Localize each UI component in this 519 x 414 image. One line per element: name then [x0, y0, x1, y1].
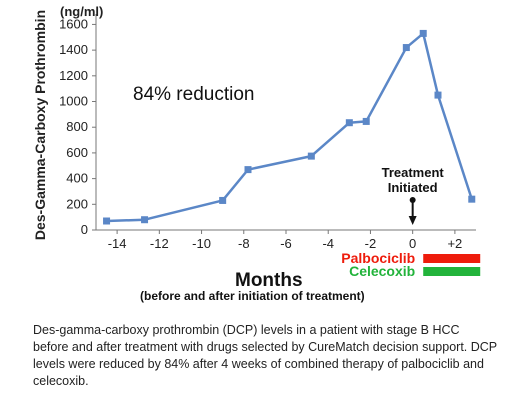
dcp-data-point	[307, 152, 315, 160]
dcp-data-point	[402, 44, 410, 52]
y-tick-label: 600	[66, 145, 88, 160]
x-tick-label: -12	[150, 236, 169, 251]
x-axis-subtitle: (before and after initiation of treatmen…	[140, 289, 365, 303]
dcp-data-point	[362, 117, 370, 125]
treatment-label: Celecoxib	[349, 263, 415, 279]
x-tick-label: +2	[447, 236, 462, 251]
x-axis-title: Months	[235, 270, 303, 291]
y-tick-label: 400	[66, 171, 88, 186]
treatment-duration-bar	[423, 267, 481, 276]
x-tick-label: -8	[238, 236, 250, 251]
x-tick-label: 0	[409, 236, 416, 251]
y-tick-label: 800	[66, 119, 88, 134]
x-tick-label: -4	[322, 236, 334, 251]
x-tick-label: -14	[108, 236, 127, 251]
x-tick-label: -2	[365, 236, 377, 251]
y-unit-label: (ng/ml)	[60, 4, 103, 19]
dcp-data-point	[141, 216, 149, 224]
dcp-data-point	[103, 217, 111, 225]
dcp-data-point	[434, 91, 442, 99]
reduction-annotation: 84% reduction	[133, 84, 254, 105]
figure-caption: Des-gamma-carboxy prothrombin (DCP) leve…	[33, 323, 497, 388]
dcp-data-point	[345, 119, 353, 127]
y-tick-label: 0	[81, 222, 88, 237]
series-layer	[103, 29, 476, 225]
y-tick-label: 1200	[59, 68, 88, 83]
dcp-data-point	[419, 29, 427, 37]
y-tick-label: 1400	[59, 42, 88, 57]
y-axis-title: Des-Gamma-Carboxy Prothrombin	[32, 10, 48, 240]
x-tick-label: -6	[280, 236, 292, 251]
chart-axes	[95, 14, 476, 231]
x-tick-label: -10	[192, 236, 211, 251]
treatment-initiated-label-line1: Treatment	[382, 165, 445, 180]
y-tick-group: 0 200 400 600 800 1000 1200 1400 1600	[59, 16, 96, 237]
y-tick-label: 200	[66, 196, 88, 211]
x-tick-group: -14 -12 -10 -8 -6 -4 -2 0 +2	[108, 230, 462, 251]
treatment-initiated-label-line2: Initiated	[388, 180, 438, 195]
treatment-label: Palbociclib	[341, 250, 415, 266]
dcp-data-point	[244, 166, 252, 174]
treatment-duration-bar	[423, 254, 481, 263]
y-tick-label: 1000	[59, 94, 88, 109]
dcp-data-point	[219, 196, 227, 204]
dcp-data-point	[468, 195, 476, 203]
treatment-start-arrow	[408, 197, 417, 225]
arrow-head	[408, 216, 417, 225]
y-tick-label: 1600	[59, 16, 88, 31]
